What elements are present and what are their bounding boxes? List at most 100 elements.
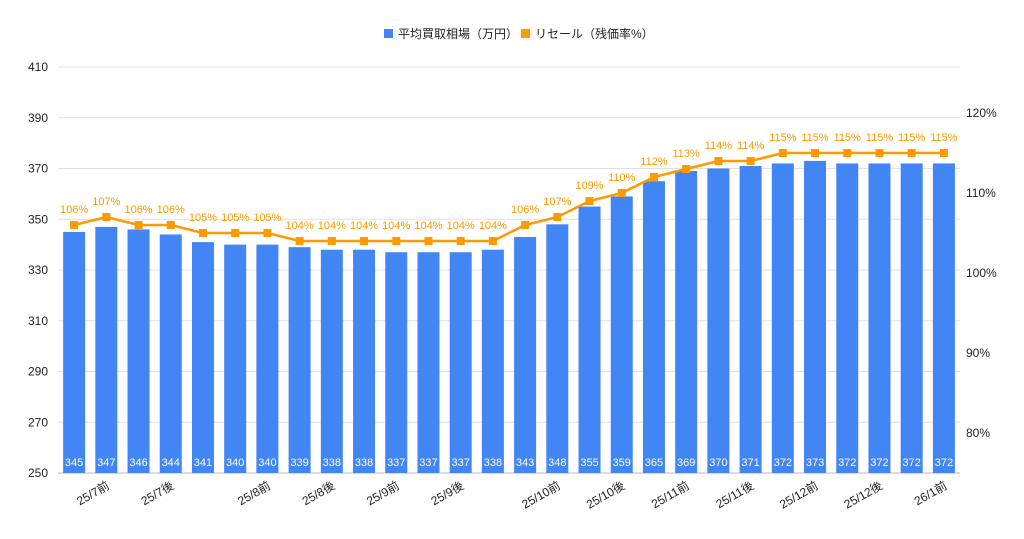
line-data-label: 109%: [575, 180, 603, 192]
bar-data-label: 372: [774, 457, 792, 469]
line-point: [360, 237, 369, 245]
line-data-label: 105%: [253, 212, 281, 224]
bar: [159, 234, 182, 473]
legend-swatch-line: [521, 29, 530, 38]
bar-data-label: 372: [902, 457, 920, 469]
line-data-label: 114%: [737, 140, 765, 152]
left-axis-tick-label: 290: [28, 365, 48, 379]
line-data-label: 104%: [382, 220, 410, 232]
x-axis-tick-label: 25/12前: [777, 478, 821, 512]
x-axis-tick-label: 25/8後: [300, 478, 338, 508]
x-axis-tick-label: 25/10後: [584, 478, 627, 511]
bar: [771, 163, 794, 474]
bar: [224, 244, 247, 473]
line-point: [488, 237, 497, 245]
bar: [127, 229, 150, 473]
left-axis-tick-label: 330: [28, 263, 48, 277]
line-data-label: 104%: [414, 220, 442, 232]
bar: [932, 163, 955, 474]
line-point: [811, 149, 820, 157]
line-point: [70, 221, 79, 229]
left-axis-tick-label: 270: [28, 415, 48, 429]
bar-data-label: 355: [580, 457, 598, 469]
bar-data-label: 345: [65, 457, 83, 469]
line-point: [939, 149, 948, 157]
x-axis-tick-label: 25/9後: [429, 478, 467, 508]
line-point: [746, 157, 755, 165]
bar-data-label: 344: [162, 457, 180, 469]
bar: [868, 163, 891, 474]
bar: [320, 249, 343, 473]
bar: [514, 237, 537, 473]
line-point: [392, 237, 401, 245]
right-axis-tick-label: 80%: [966, 426, 990, 440]
x-axis-tick-label: 25/7前: [74, 478, 112, 509]
left-axis-tick-label: 350: [28, 212, 48, 226]
line-point: [456, 237, 465, 245]
line-point: [327, 237, 336, 245]
bar-data-label: 372: [838, 457, 856, 469]
x-axis-tick-label: 25/11前: [649, 478, 692, 512]
bar-data-label: 340: [226, 457, 244, 469]
line-point: [102, 213, 111, 221]
line-data-label: 105%: [221, 212, 249, 224]
bar-data-label: 337: [387, 457, 405, 469]
bar: [385, 252, 408, 473]
line-data-label: 115%: [930, 132, 958, 144]
line-data-label: 104%: [286, 220, 314, 232]
bar-data-label: 359: [613, 457, 631, 469]
line-point: [166, 221, 175, 229]
line-data-label: 115%: [866, 132, 894, 144]
line-data-label: 105%: [189, 212, 217, 224]
right-axis-tick-label: 110%: [966, 186, 996, 200]
line-point: [521, 221, 530, 229]
line-point: [682, 165, 691, 173]
bar-data-label: 347: [97, 457, 115, 469]
line-data-label: 115%: [769, 132, 797, 144]
line-point: [553, 213, 562, 221]
line-point: [134, 221, 143, 229]
line-point: [875, 149, 884, 157]
bar-data-label: 365: [645, 457, 663, 469]
bar-data-label: 340: [258, 457, 276, 469]
bar-data-label: 338: [355, 457, 373, 469]
bar-data-label: 337: [451, 457, 469, 469]
bar: [707, 168, 730, 473]
line-point: [843, 149, 852, 157]
bar: [804, 160, 827, 473]
left-axis-tick-label: 310: [28, 314, 48, 328]
line-point: [198, 229, 207, 237]
bar: [739, 165, 762, 473]
bar: [95, 226, 118, 473]
line-data-label: 112%: [640, 156, 668, 168]
right-axis-tick-label: 90%: [966, 346, 990, 360]
bar: [642, 181, 665, 473]
line-point: [714, 157, 723, 165]
line-data-label: 115%: [834, 132, 862, 144]
legend-label-bar: 平均買取相場（万円）: [398, 27, 518, 41]
line-point: [231, 229, 240, 237]
left-axis-tick-label: 250: [28, 466, 48, 480]
left-axis-tick-label: 390: [28, 111, 48, 125]
line-point: [649, 173, 658, 181]
bar-data-label: 373: [806, 457, 824, 469]
line-point: [263, 229, 272, 237]
line-data-label: 115%: [801, 132, 829, 144]
bar-data-label: 372: [935, 457, 953, 469]
x-axis-tick-label: 25/10前: [519, 478, 563, 512]
bar: [900, 163, 923, 474]
bar: [353, 249, 376, 473]
bar-data-label: 338: [323, 457, 341, 469]
x-axis-tick-label: 25/9前: [364, 478, 402, 509]
line-point: [424, 237, 433, 245]
line-data-label: 113%: [673, 148, 701, 160]
bar: [546, 224, 569, 473]
bar: [610, 196, 633, 473]
bar: [256, 244, 279, 473]
bar: [836, 163, 859, 474]
bar: [191, 242, 214, 473]
x-axis-tick-label: 25/8前: [235, 478, 273, 509]
line-data-label: 104%: [447, 220, 475, 232]
bar: [481, 249, 504, 473]
